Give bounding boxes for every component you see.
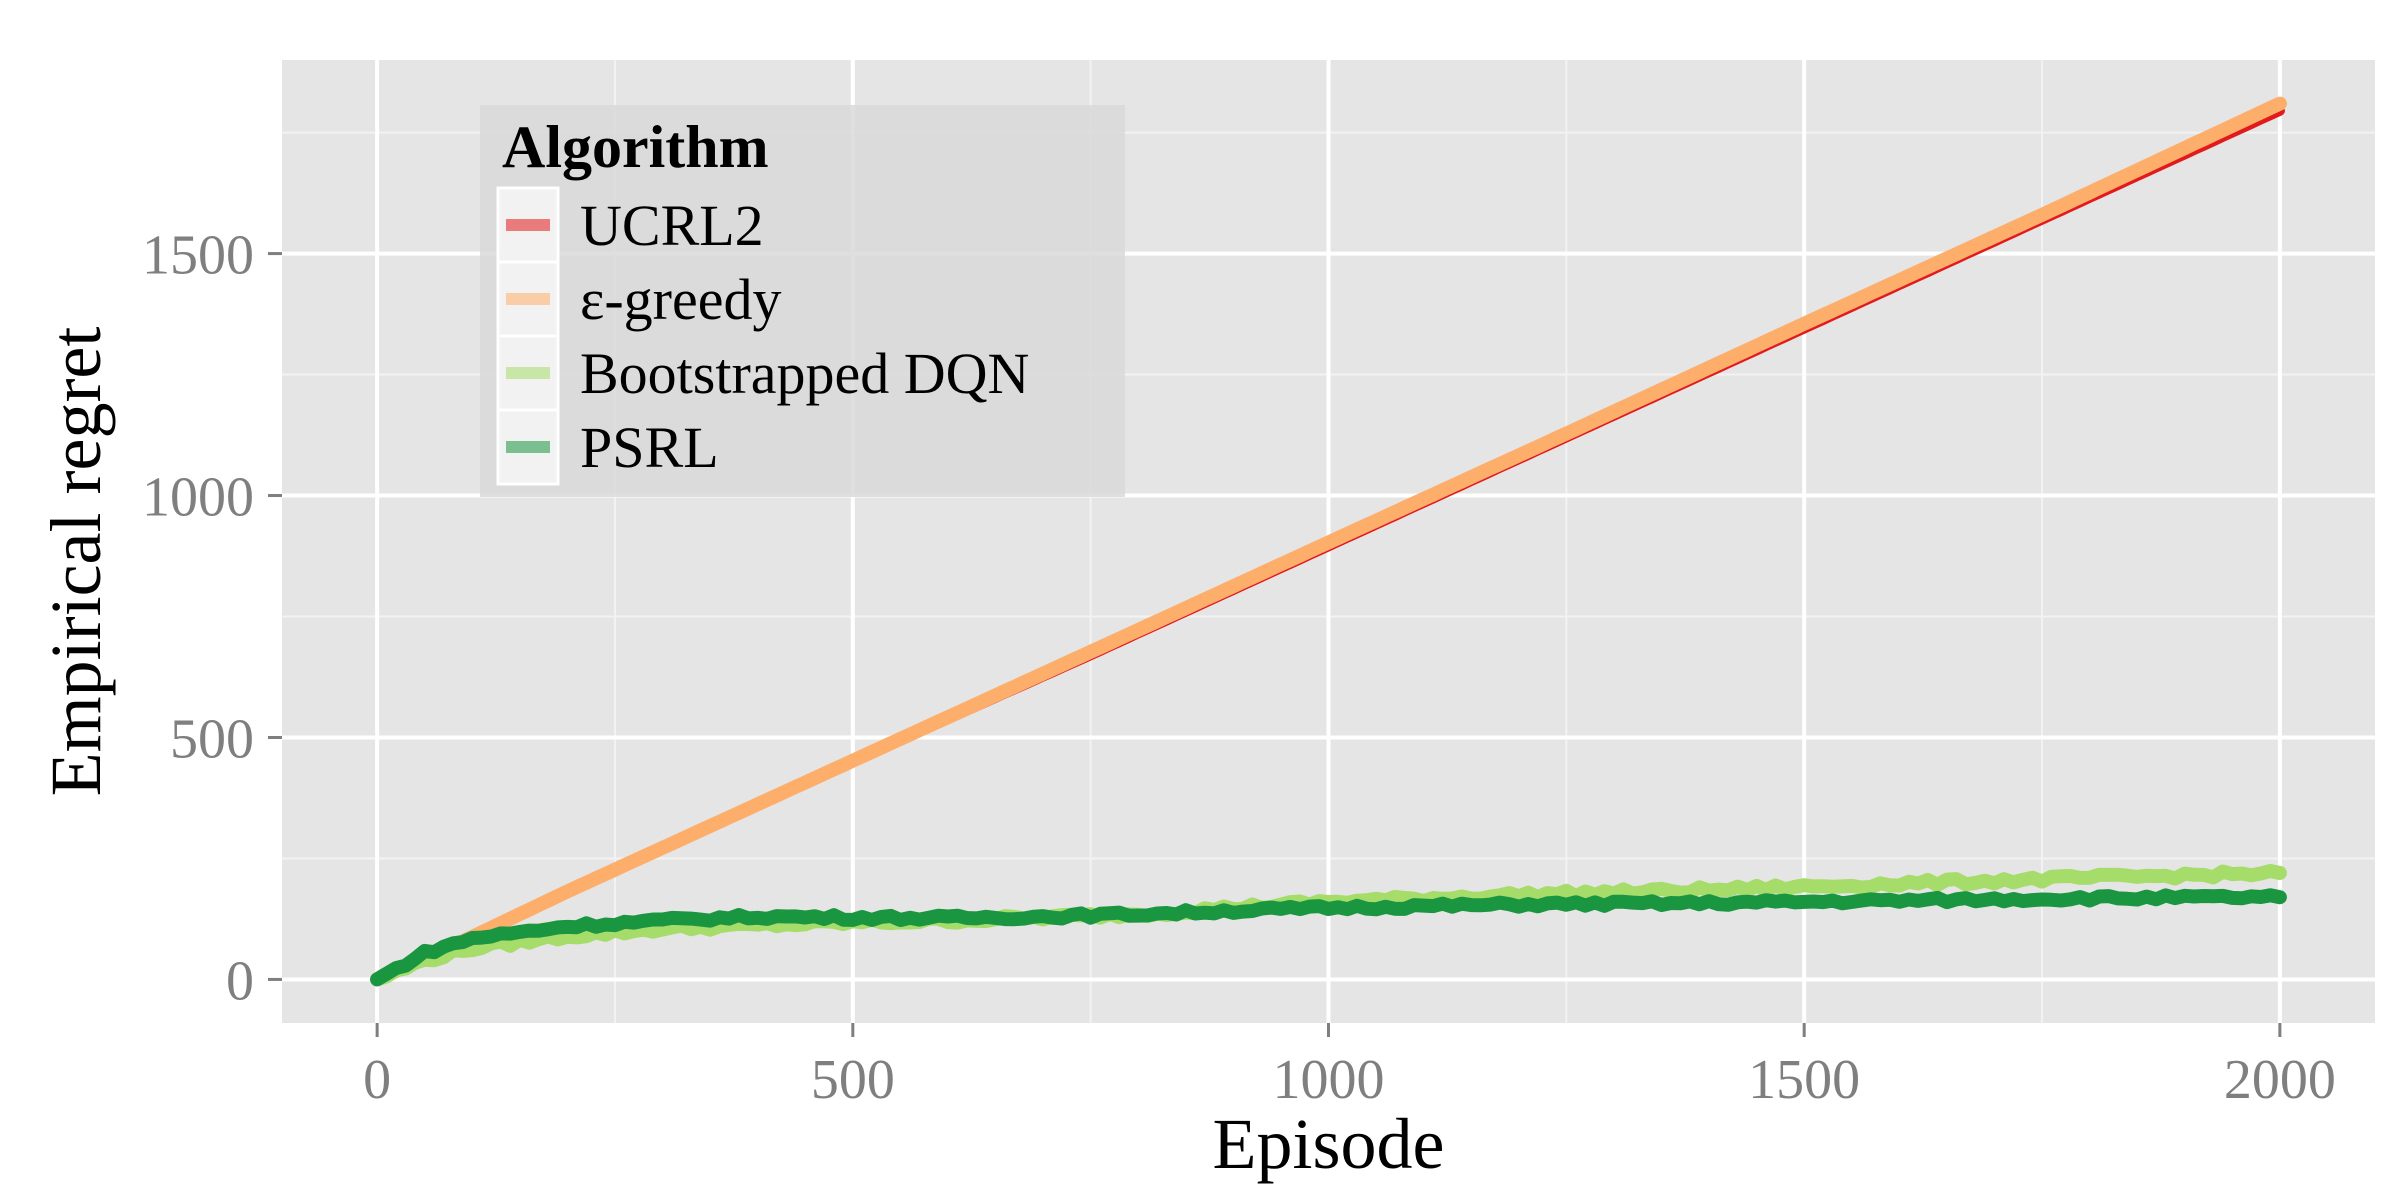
legend-label: UCRL2 — [580, 193, 764, 258]
legend-background — [480, 105, 1125, 497]
y-tick-label: 1000 — [142, 467, 254, 529]
y-axis-ticks: 0 500 1000 1500 — [142, 225, 282, 1012]
legend-item: UCRL2 — [496, 186, 764, 264]
x-tick-label: 500 — [811, 1049, 895, 1111]
legend-items: UCRL2 ε-greedy Bootstrapped DQN PSRL — [496, 186, 1029, 486]
x-axis-title: Episode — [1213, 1104, 1445, 1184]
series-layer — [370, 96, 2287, 987]
x-tick-label: 0 — [363, 1049, 391, 1111]
series-line — [370, 96, 2287, 987]
y-tick-label: 0 — [226, 950, 254, 1012]
x-tick-label: 1000 — [1273, 1049, 1385, 1111]
legend-title: Algorithm — [502, 114, 769, 180]
y-tick-label: 500 — [170, 708, 254, 770]
legend-item: Bootstrapped DQN — [496, 334, 1029, 412]
legend-item: PSRL — [496, 408, 719, 486]
x-axis-ticks: 0 500 1000 1500 2000 — [363, 1023, 2336, 1111]
series-line — [370, 888, 2287, 987]
x-tick-label: 2000 — [2224, 1049, 2336, 1111]
y-axis-title: Empirical regret — [36, 327, 116, 797]
x-tick-label: 1500 — [1748, 1049, 1860, 1111]
legend-label: PSRL — [580, 415, 719, 480]
legend-label: ε-greedy — [580, 267, 781, 332]
legend-label: Bootstrapped DQN — [580, 341, 1029, 406]
y-tick-label: 1500 — [142, 225, 254, 287]
legend: Algorithm UCRL2 ε-greedy Bootstrapped DQN P… — [480, 105, 1125, 497]
legend-item: ε-greedy — [496, 260, 781, 338]
